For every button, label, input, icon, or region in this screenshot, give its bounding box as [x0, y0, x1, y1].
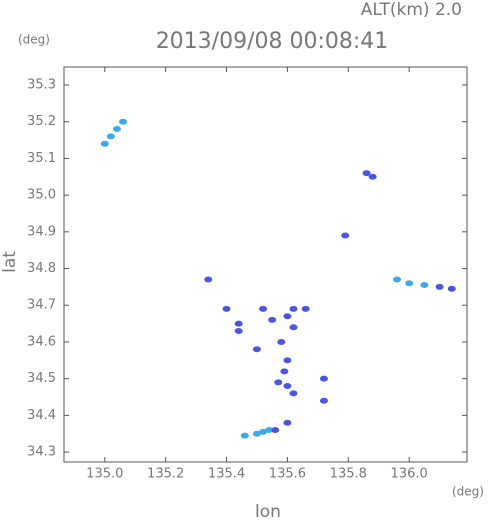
chart-subtitle: ALT(km) 2.0: [361, 0, 462, 20]
x-unit: (deg): [452, 485, 484, 499]
echo-point: [392, 276, 401, 283]
echo-point: [283, 419, 292, 426]
x-axis-label: lon: [255, 502, 281, 521]
y-tick-label: 34.3: [27, 445, 56, 460]
y-tick-label: 34.9: [27, 224, 56, 239]
echo-point: [234, 320, 243, 327]
echo-point: [319, 397, 328, 404]
x-tick-label: 135.4: [208, 467, 245, 482]
y-tick-label: 34.8: [27, 261, 56, 276]
echo-point: [234, 327, 243, 334]
y-tick-label: 35.2: [27, 114, 56, 129]
echo-point: [362, 170, 371, 177]
y-unit: (deg): [18, 33, 50, 47]
y-tick-label: 34.5: [27, 371, 56, 386]
y-tick-label: 34.7: [27, 298, 56, 313]
echo-point: [112, 126, 121, 133]
echo-point: [204, 276, 213, 283]
echo-point: [259, 428, 268, 435]
echo-point: [268, 316, 277, 323]
echo-point: [283, 383, 292, 390]
echo-point: [435, 283, 444, 290]
echo-point: [100, 140, 109, 147]
echo-point: [283, 313, 292, 320]
echo-point: [106, 133, 115, 140]
y-tick-label: 34.4: [27, 408, 56, 423]
echo-point: [240, 432, 249, 439]
echo-point: [289, 324, 298, 331]
echo-point: [271, 427, 280, 434]
x-tick-label: 136.0: [391, 467, 428, 482]
echo-point: [368, 173, 377, 180]
echo-point: [283, 357, 292, 364]
x-tick-label: 135.8: [330, 467, 367, 482]
echo-point: [259, 305, 268, 312]
echo-point: [277, 338, 286, 345]
echo-point: [274, 379, 283, 386]
echo-point: [252, 346, 261, 353]
echo-point: [119, 118, 128, 125]
y-tick-label: 35.1: [27, 151, 56, 166]
echo-point: [289, 305, 298, 312]
echo-point: [265, 427, 274, 434]
echo-point: [289, 390, 298, 397]
echo-point: [222, 305, 231, 312]
echo-point: [252, 430, 261, 437]
y-tick-label: 34.6: [27, 334, 56, 349]
plot-frame: [63, 66, 468, 463]
echo-point: [420, 282, 429, 289]
y-tick-label: 35.3: [27, 77, 56, 92]
echo-point: [447, 285, 456, 292]
y-tick-label: 35.0: [27, 188, 56, 203]
echo-point: [319, 375, 328, 382]
echo-point: [341, 232, 350, 239]
echo-point: [301, 305, 310, 312]
y-axis-label: lat: [0, 251, 20, 273]
x-tick-label: 135.6: [269, 467, 306, 482]
x-tick-label: 135.0: [86, 467, 123, 482]
x-tick-label: 135.2: [147, 467, 184, 482]
echo-point: [280, 368, 289, 375]
chart-title: 2013/09/08 00:08:41: [156, 29, 389, 54]
echo-point: [405, 280, 414, 287]
